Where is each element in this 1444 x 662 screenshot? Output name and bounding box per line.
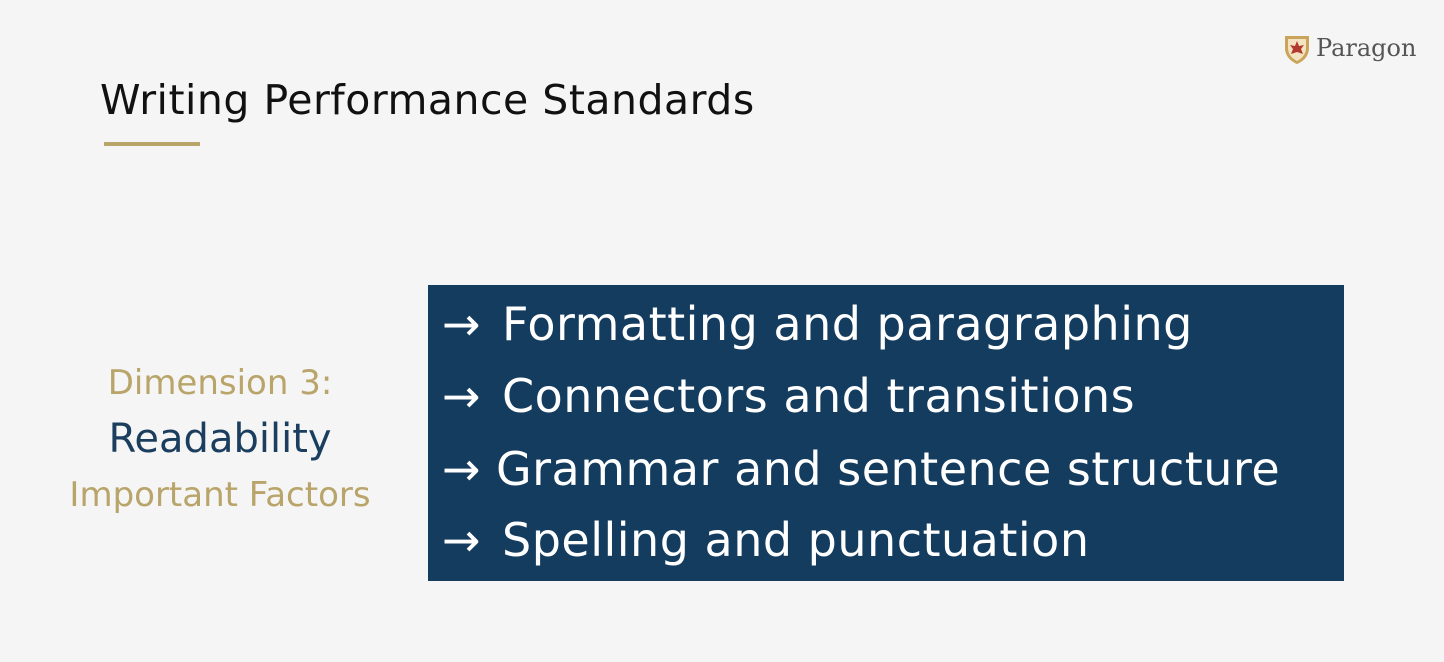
factor-item: → Spelling and punctuation <box>442 513 1089 567</box>
paragon-crest-icon <box>1285 36 1309 64</box>
dimension-subtitle: Important Factors <box>69 475 371 515</box>
arrow-right-icon: → <box>442 369 482 423</box>
factor-label: Connectors and transitions <box>502 369 1136 423</box>
factor-label: Formatting and paragraphing <box>502 297 1193 351</box>
factor-item: → Connectors and transitions <box>442 369 1135 423</box>
factor-item: → Formatting and paragraphing <box>442 297 1193 351</box>
arrow-right-icon: → <box>442 297 482 351</box>
dimension-label: Dimension 3: <box>107 363 333 403</box>
dimension-name: Readability <box>108 416 332 462</box>
title-underline <box>104 142 200 146</box>
factors-panel: → Formatting and paragraphing → Connecto… <box>428 285 1344 581</box>
arrow-right-icon: → <box>442 442 482 496</box>
paragon-logo: Paragon <box>1282 28 1416 68</box>
arrow-right-icon: → <box>442 513 482 567</box>
slide-title: Writing Performance Standards <box>100 76 755 124</box>
factor-label: Spelling and punctuation <box>502 513 1090 567</box>
factor-label: Grammar and sentence structure <box>496 442 1281 496</box>
logo-wordmark: Paragon <box>1316 34 1417 62</box>
factor-item: → Grammar and sentence structure <box>442 442 1280 496</box>
dimension-heading: Dimension 3: Readability Important Facto… <box>20 358 420 520</box>
